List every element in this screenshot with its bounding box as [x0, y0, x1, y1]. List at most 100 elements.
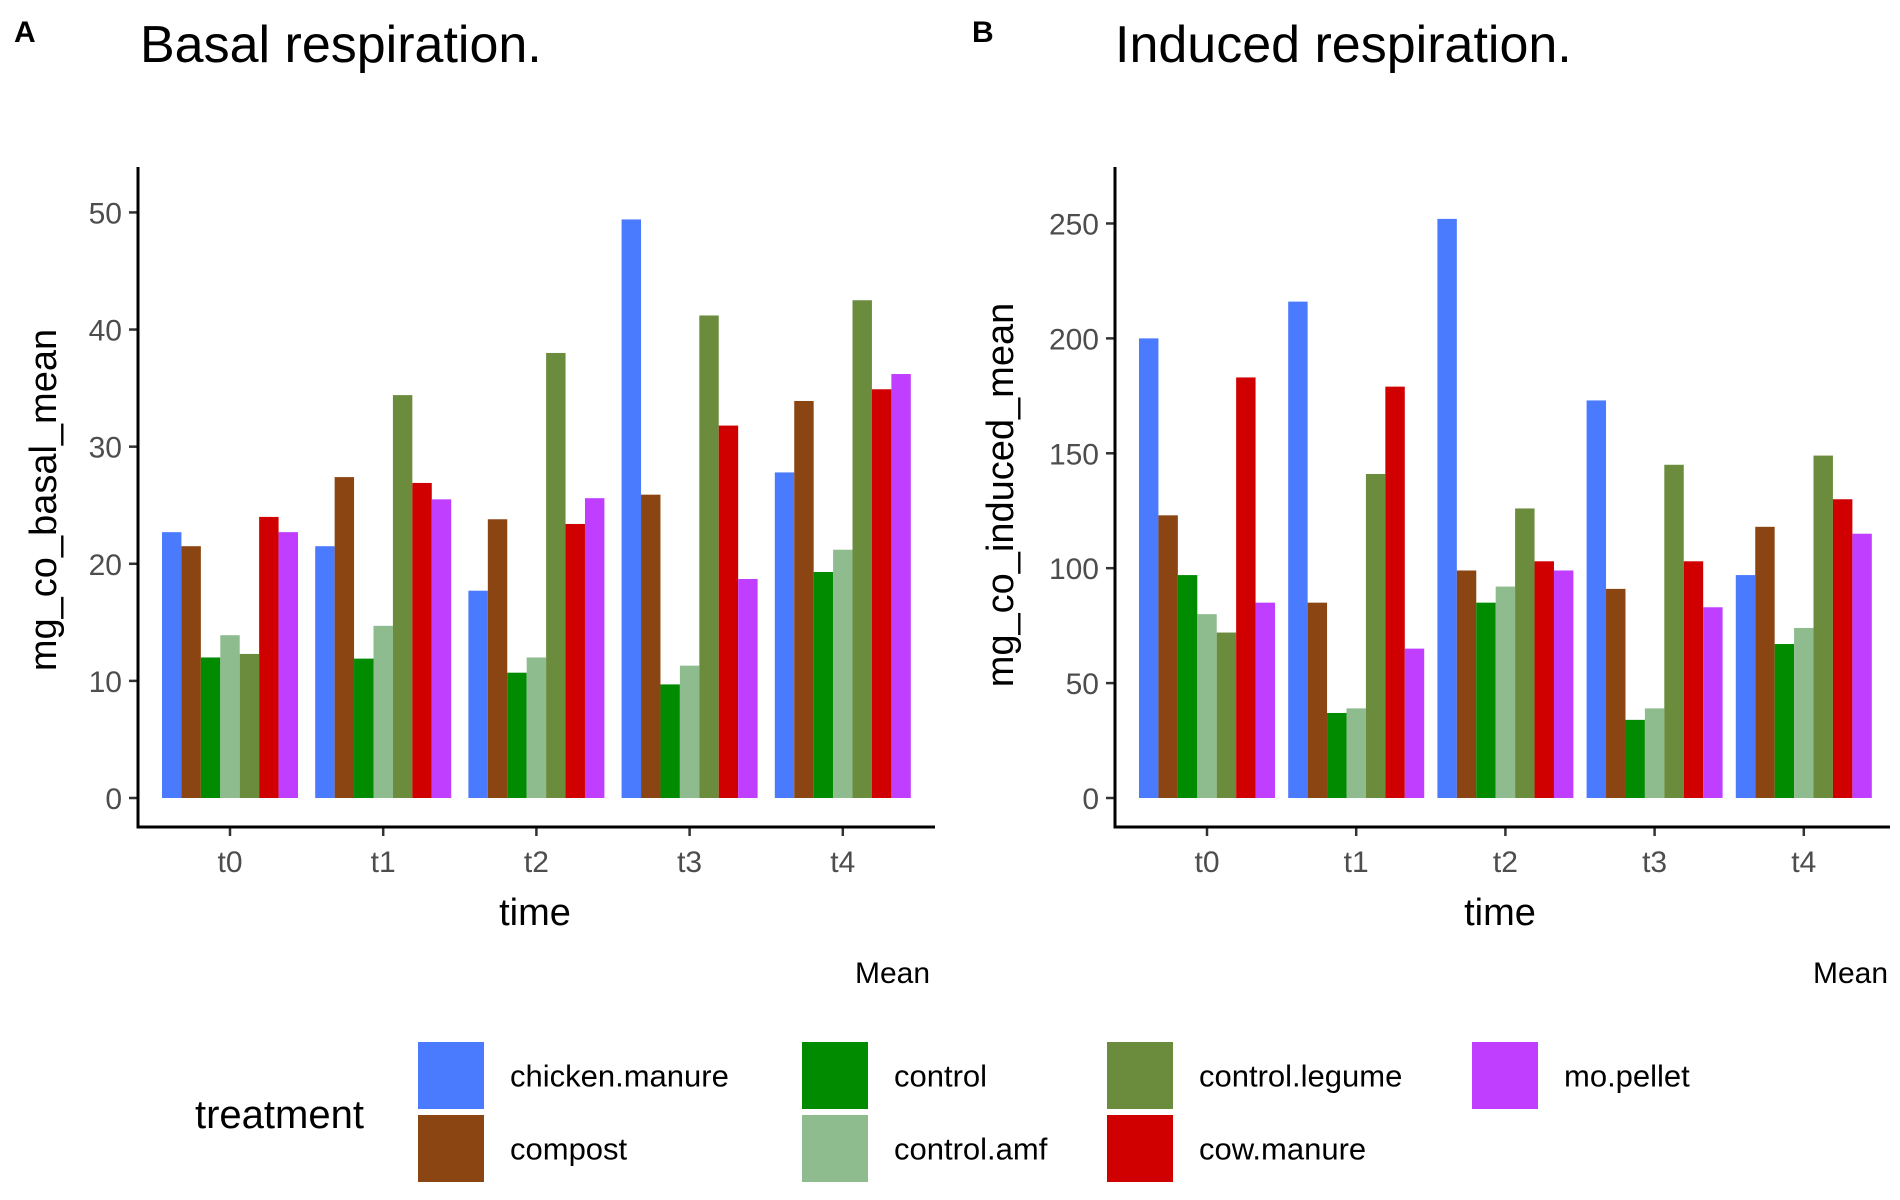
- y-ticks: 0 10 20 30 40 50: [89, 197, 138, 816]
- x-tick-label: t4: [1791, 846, 1816, 879]
- bar-mo-pellet-t2: [584, 498, 605, 798]
- legend-key-control-legume: [1107, 1042, 1173, 1109]
- bar-compost-t1: [334, 477, 355, 798]
- bar-cow-manure-t2: [565, 523, 585, 798]
- bar-control-amf-t3: [679, 665, 700, 798]
- x-axis-title: time: [499, 892, 571, 934]
- x-tick-label: t0: [217, 846, 242, 879]
- legend-label: cow.manure: [1199, 1132, 1366, 1167]
- y-axis-title: mg_co_basal_mean: [23, 329, 65, 671]
- legend-label: compost: [510, 1132, 628, 1167]
- chart-caption: Mean: [1813, 957, 1888, 990]
- bar-control-t1: [1327, 712, 1347, 798]
- bar-control-t3: [1625, 719, 1645, 798]
- bar-cow-manure-t1: [1385, 386, 1405, 798]
- y-ticks: 0 50 100 150 200 250: [1049, 208, 1115, 816]
- bar-group: [1139, 218, 1872, 798]
- x-ticks: t0 t1 t2 t3 t4: [217, 827, 855, 879]
- bar-mo-pellet-t0: [1255, 602, 1275, 798]
- bar-control-amf-t1: [373, 625, 393, 798]
- bar-control-amf-t1: [1346, 708, 1366, 798]
- y-tick-label: 20: [89, 549, 122, 582]
- legend-label: chicken.manure: [510, 1059, 729, 1094]
- legend-label: control.legume: [1199, 1059, 1402, 1094]
- bar-chicken-manure-t0: [1139, 338, 1159, 798]
- bar-cow-manure-t0: [259, 516, 279, 798]
- bar-compost-t1: [1307, 602, 1328, 798]
- x-tick-label: t3: [1642, 846, 1667, 879]
- bar-chicken-manure-t2: [468, 590, 488, 798]
- bar-compost-t0: [181, 546, 201, 798]
- y-tick-label: 0: [105, 783, 122, 816]
- bar-control-legume-t0: [1216, 632, 1237, 798]
- x-tick-label: t2: [524, 846, 549, 879]
- legend-label: control: [894, 1059, 987, 1094]
- bar-compost-t2: [487, 519, 508, 798]
- bar-cow-manure-t2: [1534, 561, 1554, 798]
- legend-key-cow-manure: [1107, 1115, 1173, 1182]
- bar-mo-pellet-t2: [1553, 570, 1574, 798]
- x-tick-label: t1: [371, 846, 396, 879]
- x-ticks: t0 t1 t2 t3 t4: [1194, 827, 1816, 879]
- bar-chicken-manure-t1: [1288, 301, 1308, 798]
- bar-control-t2: [1476, 602, 1496, 798]
- y-tick-label: 150: [1049, 438, 1099, 471]
- bar-control-t0: [1177, 575, 1198, 798]
- legend: treatment chicken.manure compost control co…: [195, 1042, 1690, 1182]
- bar-control-t1: [354, 658, 374, 798]
- bar-mo-pellet-t1: [1404, 648, 1425, 798]
- bar-compost-t2: [1456, 570, 1477, 798]
- bar-cow-manure-t4: [871, 389, 892, 798]
- bar-control-amf-t0: [1197, 614, 1217, 798]
- legend-key-mo-pellet: [1472, 1042, 1538, 1109]
- bar-compost-t4: [1755, 526, 1775, 798]
- x-tick-label: t1: [1344, 846, 1369, 879]
- chart-title: Basal respiration.: [140, 16, 542, 74]
- bar-group: [162, 219, 911, 798]
- bar-control-legume-t1: [392, 395, 413, 798]
- y-tick-label: 0: [1082, 783, 1099, 816]
- y-tick-label: 200: [1049, 323, 1099, 356]
- bar-cow-manure-t4: [1832, 499, 1853, 798]
- bar-control-amf-t4: [1794, 627, 1814, 798]
- bar-mo-pellet-t0: [278, 532, 298, 798]
- bar-cow-manure-t0: [1236, 377, 1256, 798]
- bar-mo-pellet-t3: [1703, 607, 1723, 798]
- bar-chicken-manure-t0: [162, 532, 182, 798]
- bar-control-t3: [660, 684, 680, 798]
- panel-b: B Induced respiration. 0 50 100 150 200 250 t…: [972, 16, 1890, 990]
- bar-control-legume-t4: [1813, 455, 1833, 798]
- bar-chicken-manure-t3: [1586, 400, 1607, 798]
- bar-control-t2: [507, 672, 527, 798]
- legend-items: chicken.manure compost control control.amf c…: [418, 1042, 1690, 1182]
- bar-compost-t3: [641, 494, 661, 798]
- bar-control-amf-t2: [526, 657, 547, 798]
- legend-title: treatment: [195, 1093, 364, 1137]
- bar-control-legume-t4: [852, 300, 872, 798]
- bar-chicken-manure-t1: [315, 546, 335, 798]
- y-tick-label: 250: [1049, 208, 1099, 241]
- bar-compost-t4: [794, 400, 814, 798]
- bar-control-t4: [813, 571, 834, 798]
- bar-control-amf-t0: [220, 635, 240, 798]
- bar-cow-manure-t3: [718, 425, 739, 798]
- bar-chicken-manure-t3: [621, 219, 642, 798]
- bar-control-legume-t0: [239, 653, 260, 798]
- chart-caption: Mean: [855, 957, 930, 990]
- bar-mo-pellet-t3: [738, 578, 758, 798]
- bar-cow-manure-t1: [412, 482, 432, 798]
- chart-title: Induced respiration.: [1115, 16, 1572, 74]
- bar-control-amf-t4: [833, 549, 853, 798]
- legend-label: mo.pellet: [1564, 1059, 1690, 1094]
- bar-control-amf-t3: [1644, 708, 1665, 798]
- bar-control-amf-t2: [1495, 586, 1516, 798]
- bar-compost-t3: [1606, 588, 1626, 798]
- y-tick-label: 10: [89, 666, 122, 699]
- legend-label: control.amf: [894, 1132, 1048, 1167]
- bar-control-legume-t1: [1365, 473, 1386, 798]
- y-tick-label: 50: [89, 197, 122, 230]
- legend-key-control-amf: [802, 1115, 868, 1182]
- panel-tag: B: [972, 16, 994, 49]
